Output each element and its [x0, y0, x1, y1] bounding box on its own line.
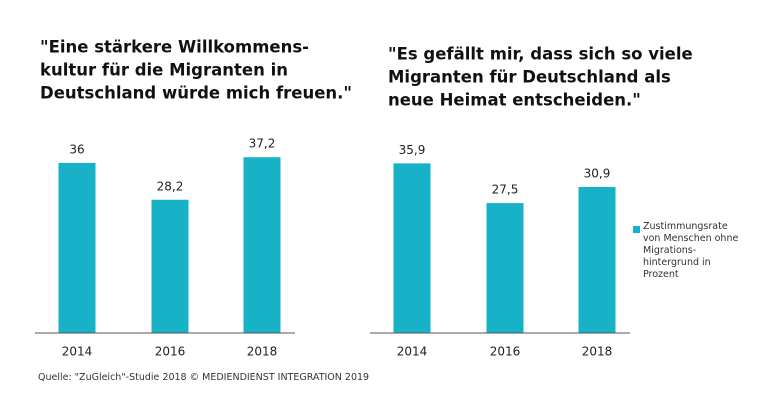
- value-label: 28,2: [157, 179, 184, 193]
- source-note: Quelle: "ZuGleich"-Studie 2018 © MEDIEND…: [38, 372, 370, 383]
- value-label: 37,2: [249, 137, 276, 151]
- chart-title: "Es gefällt mir, dass sich so viele: [388, 45, 693, 64]
- chart-title: kultur für die Migranten in: [40, 61, 288, 80]
- x-tick-label: 2018: [582, 345, 613, 359]
- legend-label: Zustimmungsrate von Menschen ohne Migrat…: [643, 221, 739, 280]
- chart-title: "Eine stärkere Willkommens-: [40, 38, 309, 57]
- bar: [58, 162, 96, 333]
- bar: [578, 186, 616, 333]
- x-tick-label: 2016: [155, 345, 186, 359]
- x-tick-label: 2014: [62, 345, 93, 359]
- x-tick-label: 2018: [247, 345, 278, 359]
- chart-title: Migranten für Deutschland als: [388, 68, 671, 87]
- value-label: 27,5: [492, 183, 519, 197]
- value-label: 35,9: [399, 143, 426, 157]
- bar: [486, 203, 524, 333]
- bar: [151, 199, 189, 333]
- chart-title: neue Heimat entscheiden.": [388, 91, 641, 110]
- chart-title: Deutschland würde mich freuen.": [40, 84, 352, 103]
- value-label: 36: [69, 142, 84, 156]
- x-tick-label: 2016: [490, 345, 521, 359]
- x-tick-label: 2014: [397, 345, 428, 359]
- bar: [243, 157, 281, 333]
- value-label: 30,9: [584, 166, 611, 180]
- legend-swatch: [633, 226, 640, 233]
- bar: [393, 163, 431, 333]
